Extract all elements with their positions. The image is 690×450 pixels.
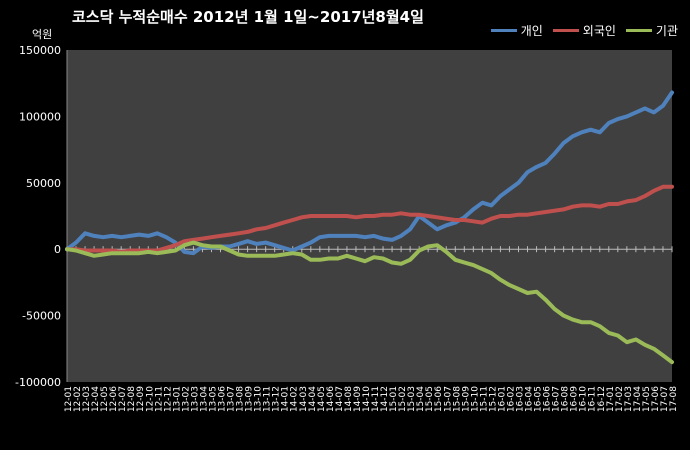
x-tick-label: 16-12 <box>597 386 607 412</box>
x-tick-label: 14-06 <box>326 386 336 412</box>
legend-item-individual: 개인 <box>490 22 543 39</box>
y-tick-label: 0 <box>54 243 61 256</box>
y-tick-label: 100000 <box>19 110 61 123</box>
legend-label-foreign: 외국인 <box>582 24 616 38</box>
x-tick-label: 14-09 <box>353 386 363 412</box>
x-tick-label: 12-05 <box>100 386 110 412</box>
x-tick-label: 14-02 <box>290 386 300 412</box>
x-tick-label: 16-06 <box>543 386 553 412</box>
y-tick-label: 50000 <box>26 177 61 190</box>
y-tick-label: 150000 <box>19 44 61 57</box>
legend-label-individual: 개인 <box>520 24 543 38</box>
x-tick-label: 15-10 <box>470 386 480 412</box>
x-tick-label: 12-01 <box>64 386 74 412</box>
x-tick-label: 15-03 <box>407 386 417 412</box>
x-tick-label: 13-01 <box>172 386 182 412</box>
x-tick-label: 13-07 <box>227 386 237 412</box>
x-tick-label: 16-01 <box>497 386 507 412</box>
x-tick-label: 15-11 <box>479 386 489 412</box>
x-tick-label: 16-08 <box>561 386 571 412</box>
x-tick-label: 15-01 <box>389 386 399 412</box>
legend: 개인 외국인 기관 <box>490 22 678 39</box>
x-tick-label: 15-12 <box>488 386 498 412</box>
x-tick-label: 14-04 <box>308 386 318 412</box>
x-tick-label: 17-05 <box>642 386 652 412</box>
x-tick-label: 14-11 <box>371 386 381 412</box>
series-line-individual <box>65 90 674 256</box>
x-tick-label: 13-08 <box>236 386 246 412</box>
x-tick-label: 12-07 <box>118 386 128 412</box>
legend-swatch-institution <box>625 29 652 32</box>
x-tick-label: 12-08 <box>127 386 137 412</box>
y-axis-unit-label: 억원 <box>32 28 53 41</box>
x-tick-label: 13-05 <box>208 386 218 412</box>
x-tick-label: 17-01 <box>606 386 616 412</box>
x-tick-label: 16-10 <box>579 386 589 412</box>
legend-swatch-foreign <box>552 29 579 32</box>
x-tick-label: 15-06 <box>434 386 444 412</box>
x-tick-label: 12-04 <box>91 386 101 412</box>
x-tick-label: 13-09 <box>245 386 255 412</box>
x-tick-label: 12-09 <box>136 386 146 412</box>
legend-label-institution: 기관 <box>655 24 678 38</box>
x-tick-label: 15-04 <box>416 386 426 412</box>
legend-item-foreign: 외국인 <box>552 22 616 39</box>
x-tick-label: 12-12 <box>163 386 173 412</box>
x-tick-label: 16-07 <box>552 386 562 412</box>
x-tick-label: 15-02 <box>398 386 408 412</box>
x-tick-label: 17-04 <box>633 386 643 412</box>
x-tick-label: 14-12 <box>380 386 390 412</box>
x-tick-label: 14-08 <box>344 386 354 412</box>
x-tick-label: 12-06 <box>109 386 119 412</box>
x-tick-label: 16-04 <box>525 386 535 412</box>
x-tick-label: 12-10 <box>145 386 155 412</box>
chart-title: 코스닥 누적순매수 2012년 1월 1일~2017년8월4일 <box>72 8 424 26</box>
x-tick-label: 13-04 <box>199 386 209 412</box>
x-tick-label: 12-02 <box>73 386 83 412</box>
y-tick-label: -100000 <box>15 376 61 389</box>
x-tick-label: 14-07 <box>335 386 345 412</box>
x-tick-label: 17-06 <box>651 386 661 412</box>
x-tick-label: 16-02 <box>506 386 516 412</box>
series-line-institution <box>65 240 674 365</box>
x-tick-label: 14-10 <box>362 386 372 412</box>
legend-swatch-individual <box>490 29 517 32</box>
x-tick-label: 16-03 <box>515 386 525 412</box>
x-tick-label: 13-10 <box>254 386 264 412</box>
y-tick-label: -50000 <box>22 310 61 323</box>
x-tick-label: 14-03 <box>299 386 309 412</box>
x-tick-label: 15-07 <box>443 386 453 412</box>
x-tick-label: 16-05 <box>534 386 544 412</box>
x-tick-label: 15-05 <box>425 386 435 412</box>
x-tick-label: 13-03 <box>190 386 200 412</box>
x-tick-label: 12-11 <box>154 386 164 412</box>
x-tick-label: 17-03 <box>624 386 634 412</box>
x-tick-label: 17-02 <box>615 386 625 412</box>
x-tick-label: 14-05 <box>317 386 327 412</box>
series-line-foreign <box>65 184 674 254</box>
x-tick-label: 15-08 <box>452 386 462 412</box>
x-tick-label: 15-09 <box>461 386 471 412</box>
x-tick-label: 14-01 <box>281 386 291 412</box>
x-tick-label: 16-11 <box>588 386 598 412</box>
x-tick-label: 17-08 <box>669 386 679 412</box>
x-tick-label: 13-02 <box>181 386 191 412</box>
x-tick-label: 16-09 <box>570 386 580 412</box>
x-tick-label: 13-11 <box>263 386 273 412</box>
x-tick-label: 17-07 <box>660 386 670 412</box>
x-tick-label: 13-12 <box>272 386 282 412</box>
x-tick-label: 13-06 <box>218 386 228 412</box>
legend-item-institution: 기관 <box>625 22 678 39</box>
x-tick-label: 12-03 <box>82 386 92 412</box>
